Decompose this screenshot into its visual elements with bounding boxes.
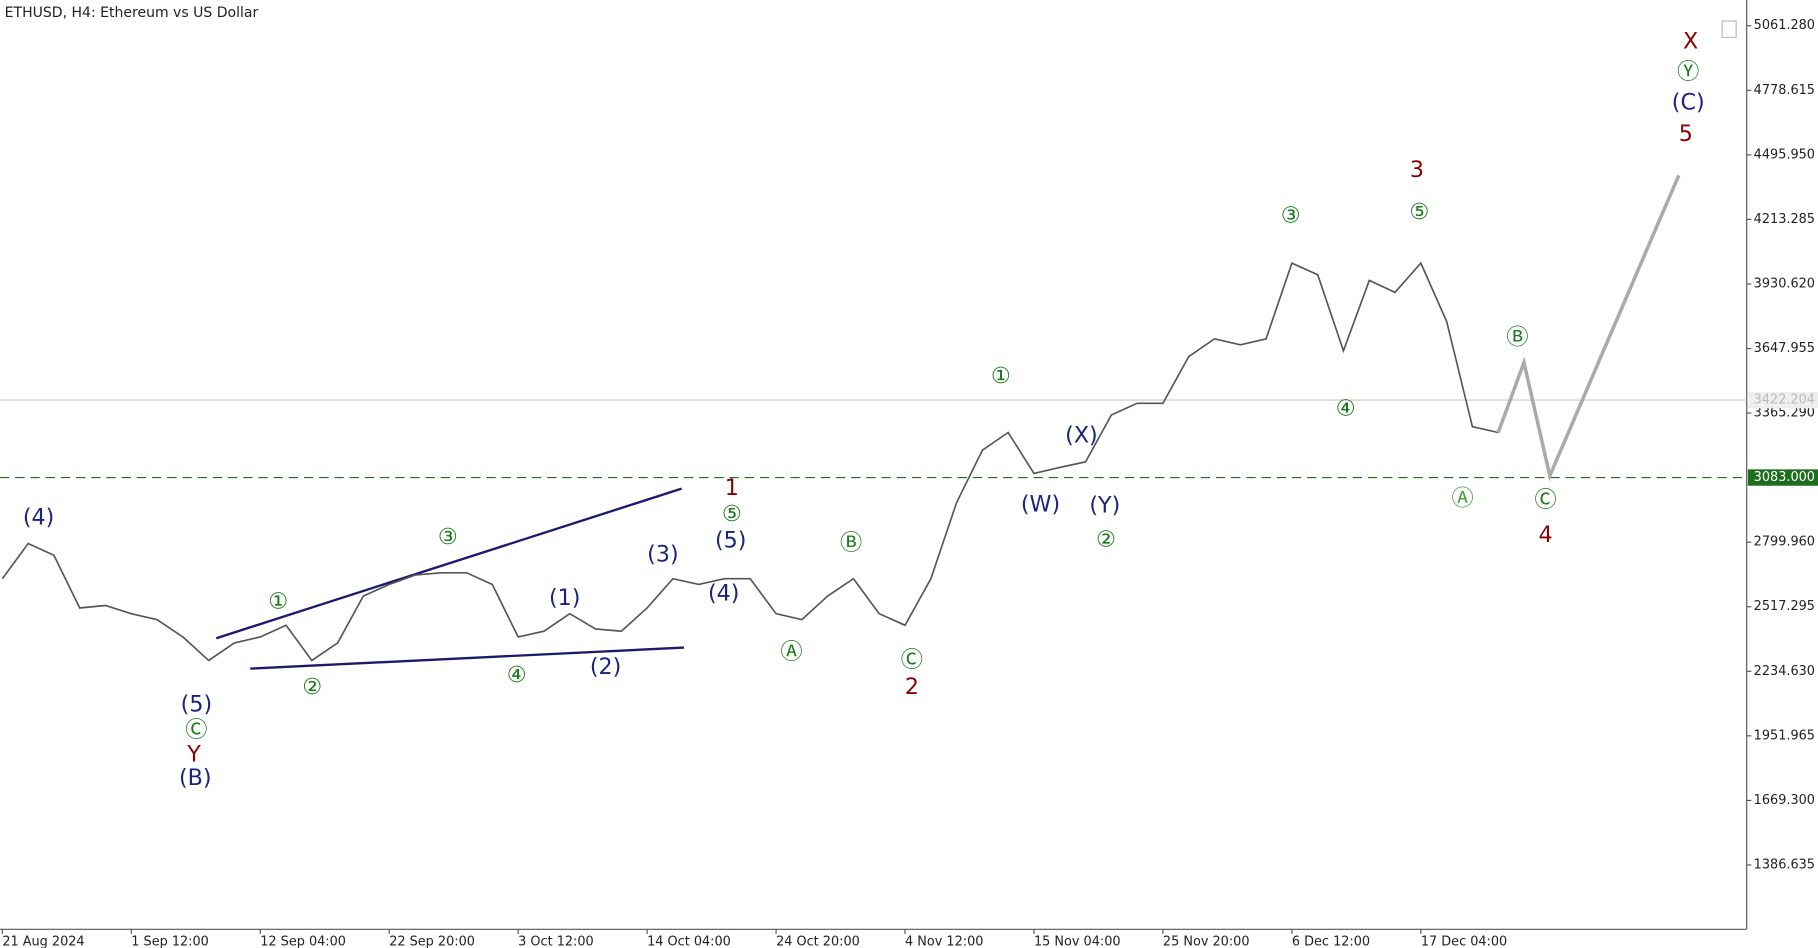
wave-label: Ⓨ (1677, 59, 1699, 85)
current-price-label: 3422.204 (1754, 393, 1815, 408)
y-tick-label: 4495.950 (1754, 147, 1815, 162)
wave-label: (3) (647, 542, 678, 568)
wave-label: ① (991, 363, 1011, 389)
wave-label: Y (186, 742, 201, 768)
price-line (1496, 174, 1681, 482)
trend-line (250, 646, 684, 670)
wave-label: (4) (23, 504, 54, 530)
wave-label: ③ (1281, 203, 1301, 229)
y-tick-label: 5061.280 (1754, 18, 1815, 33)
x-tick-label: 12 Sep 04:00 (260, 935, 346, 948)
level-label: 3083.000 (1754, 470, 1815, 485)
wave-label: (2) (590, 654, 621, 680)
wave-label: (4) (708, 580, 739, 606)
wave-label: (W) (1021, 491, 1060, 517)
y-tick-label: 2517.295 (1754, 599, 1815, 614)
wave-label: ⑤ (1409, 199, 1429, 225)
x-tick-label: 4 Nov 12:00 (905, 935, 983, 948)
x-tick-label: 6 Dec 12:00 (1292, 935, 1370, 948)
wave-label: ⑤ (722, 501, 742, 527)
wave-label: (5) (181, 691, 212, 717)
y-tick-label: 3365.290 (1754, 406, 1815, 421)
x-tick-label: 15 Nov 04:00 (1034, 935, 1121, 948)
wave-label: (Y) (1089, 493, 1120, 519)
x-tick-label: 24 Oct 20:00 (776, 935, 860, 948)
wave-label: 5 (1679, 121, 1693, 147)
y-tick-label: 2234.630 (1754, 664, 1815, 679)
wave-label: Ⓒ (1534, 487, 1556, 513)
wave-label: Ⓒ (901, 647, 923, 673)
y-tick-label: 3647.955 (1754, 341, 1815, 356)
wave-label: ④ (507, 662, 527, 688)
y-tick-label: 1951.965 (1754, 728, 1815, 743)
wave-label: X (1683, 29, 1698, 55)
y-tick-label: 3930.620 (1754, 276, 1815, 291)
wave-label: Ⓐ (1451, 486, 1473, 512)
level-box (1747, 469, 1818, 486)
wave-label: ② (302, 674, 322, 700)
wave-label: ① (268, 588, 288, 614)
y-tick-label: 1386.635 (1754, 857, 1815, 872)
wave-label: 4 (1539, 522, 1553, 548)
wave-label: (B) (179, 765, 212, 791)
y-tick-label: 2799.960 (1754, 535, 1815, 550)
toolbar-button[interactable] (1721, 20, 1737, 38)
x-tick-label: 14 Oct 04:00 (647, 935, 731, 948)
wave-label: Ⓒ (185, 717, 207, 743)
x-tick-label: 1 Sep 12:00 (131, 935, 209, 948)
wave-label: 1 (725, 475, 739, 501)
chart-title: ETHUSD, H4: Ethereum vs US Dollar (5, 5, 259, 21)
trend-line (215, 487, 682, 640)
wave-label: (1) (549, 585, 580, 611)
wave-label: ④ (1336, 396, 1356, 422)
y-tick-label: 4213.285 (1754, 212, 1815, 227)
x-tick-label: 17 Dec 04:00 (1421, 935, 1507, 948)
price-line (1, 261, 1499, 662)
wave-label: (C) (1672, 89, 1705, 115)
wave-label: Ⓑ (1506, 324, 1528, 350)
y-tick-label: 1669.300 (1754, 793, 1815, 808)
wave-label: Ⓑ (840, 530, 862, 556)
wave-label: (5) (715, 528, 746, 554)
wave-label: 3 (1410, 157, 1424, 183)
x-tick-label: 25 Nov 20:00 (1163, 935, 1250, 948)
wave-label: Ⓐ (780, 639, 802, 665)
y-tick-label: 4778.615 (1754, 83, 1815, 98)
wave-label: ② (1096, 527, 1116, 553)
wave-label: ③ (438, 524, 458, 550)
wave-label: 2 (905, 674, 919, 700)
current-price-box (1747, 391, 1818, 409)
x-tick-label: 21 Aug 2024 (2, 935, 84, 948)
x-tick-label: 22 Sep 20:00 (389, 935, 475, 948)
wave-label: (X) (1065, 423, 1098, 449)
x-tick-label: 3 Oct 12:00 (518, 935, 594, 948)
